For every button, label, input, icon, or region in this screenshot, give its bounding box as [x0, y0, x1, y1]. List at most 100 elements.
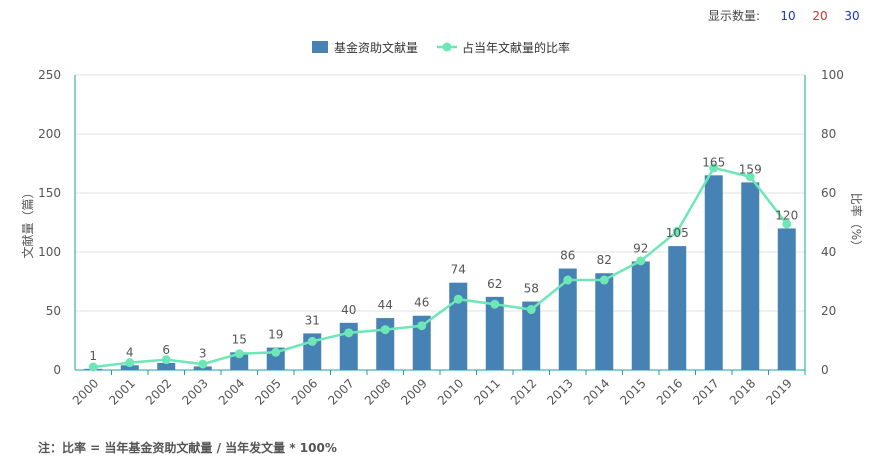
ratio-point — [234, 349, 244, 359]
x-tick-label: 2007 — [325, 376, 356, 407]
bar-value-label: 46 — [414, 296, 429, 310]
x-tick-label: 2011 — [471, 376, 502, 407]
ratio-footnote: 注：比率 = 当年基金资助文献量 / 当年发文量 * 100% — [38, 441, 337, 455]
y-left-tick-label: 100 — [38, 245, 61, 259]
bar — [741, 182, 760, 370]
ratio-point — [599, 275, 609, 285]
bar-value-label: 15 — [232, 332, 247, 346]
ratio-point — [344, 328, 354, 338]
bar — [412, 315, 431, 370]
bar-value-label: 1 — [89, 349, 97, 363]
y-left-tick-label: 250 — [38, 68, 61, 82]
x-tick-label: 2005 — [252, 376, 283, 407]
bar-value-label: 44 — [378, 298, 393, 312]
bar — [485, 296, 504, 370]
x-tick-label: 2015 — [617, 376, 648, 407]
y-left-tick-label: 150 — [38, 186, 61, 200]
bar-value-label: 105 — [666, 226, 689, 240]
x-tick-label: 2008 — [362, 376, 393, 407]
ratio-point — [745, 172, 755, 182]
y-left-tick-label: 200 — [38, 127, 61, 141]
display-count-option-30[interactable]: 30 — [844, 8, 860, 23]
y-right-tick-label: 80 — [821, 127, 836, 141]
legend-swatch-bar — [312, 41, 328, 53]
bar-value-label: 3 — [199, 346, 207, 360]
legend-swatch-point — [442, 42, 452, 52]
x-tick-label: 2016 — [654, 376, 685, 407]
ratio-point — [709, 163, 719, 173]
y-right-axis-title: 比率（%） — [849, 193, 864, 252]
legend-label-line: 占当年文献量的比率 — [462, 40, 570, 55]
bar — [522, 301, 541, 370]
x-tick-label: 2010 — [435, 376, 466, 407]
bar-value-label: 92 — [633, 241, 648, 255]
x-tick-label: 2013 — [544, 376, 575, 407]
x-tick-label: 2019 — [763, 376, 794, 407]
bar — [157, 362, 176, 370]
y-right-tick-label: 0 — [821, 363, 829, 377]
x-tick-label: 2000 — [70, 376, 101, 407]
bar-value-label: 120 — [775, 208, 798, 222]
ratio-point — [672, 226, 682, 236]
bar — [704, 175, 723, 370]
bar-value-label: 4 — [126, 345, 134, 359]
bar — [230, 352, 249, 370]
x-tick-label: 2018 — [727, 376, 758, 407]
bar-value-label: 86 — [560, 249, 575, 263]
x-tick-label: 2002 — [143, 376, 174, 407]
x-tick-label: 2009 — [398, 376, 429, 407]
y-left-tick-label: 50 — [46, 304, 61, 318]
ratio-point — [490, 299, 500, 309]
y-left-tick-label: 0 — [53, 363, 61, 377]
x-tick-label: 2004 — [216, 376, 247, 407]
display-count-label: 显示数量: — [707, 9, 760, 23]
x-tick-label: 2003 — [179, 376, 210, 407]
ratio-point — [88, 362, 98, 372]
x-tick-label: 2014 — [581, 376, 612, 407]
ratio-point — [307, 336, 317, 346]
bar-value-label: 6 — [162, 343, 170, 357]
ratio-point — [563, 275, 573, 285]
ratio-point — [198, 359, 208, 369]
ratio-point — [417, 321, 427, 331]
ratio-point — [636, 256, 646, 266]
bar-value-label: 159 — [739, 162, 762, 176]
legend-label-bar: 基金资助文献量 — [334, 40, 418, 55]
bar-value-label: 74 — [451, 263, 466, 277]
bar-value-label: 62 — [487, 277, 502, 291]
bar-value-label: 19 — [268, 328, 283, 342]
y-right-tick-label: 100 — [821, 68, 844, 82]
ratio-point — [161, 355, 171, 365]
ratio-line — [93, 166, 788, 369]
bar — [631, 261, 650, 370]
bar — [449, 282, 468, 370]
bar-value-label: 58 — [524, 282, 539, 296]
y-right-tick-label: 60 — [821, 186, 836, 200]
x-tick-label: 2017 — [690, 376, 721, 407]
display-count-bar: 显示数量: 10 20 30 — [708, 7, 868, 24]
ratio-point — [125, 358, 135, 368]
bar — [120, 365, 139, 370]
ratio-point — [271, 347, 281, 357]
ratio-point — [526, 305, 536, 315]
y-right-tick-label: 20 — [821, 304, 836, 318]
bar-value-label: 82 — [597, 253, 612, 267]
display-count-option-20[interactable]: 20 — [812, 8, 828, 23]
bar-value-label: 40 — [341, 303, 356, 317]
ratio-point — [782, 219, 792, 229]
x-tick-label: 2006 — [289, 376, 320, 407]
x-tick-label: 2012 — [508, 376, 539, 407]
y-left-axis-title: 文献量（篇） — [20, 186, 35, 258]
bar — [668, 246, 687, 370]
bar — [595, 273, 614, 370]
bar — [777, 228, 796, 370]
bar-value-label: 165 — [702, 155, 725, 169]
ratio-point — [453, 294, 463, 304]
bar — [558, 268, 577, 370]
ratio-point — [380, 325, 390, 335]
y-right-tick-label: 40 — [821, 245, 836, 259]
x-tick-label: 2001 — [106, 376, 137, 407]
display-count-option-10[interactable]: 10 — [780, 8, 796, 23]
bar-value-label: 31 — [305, 313, 320, 327]
